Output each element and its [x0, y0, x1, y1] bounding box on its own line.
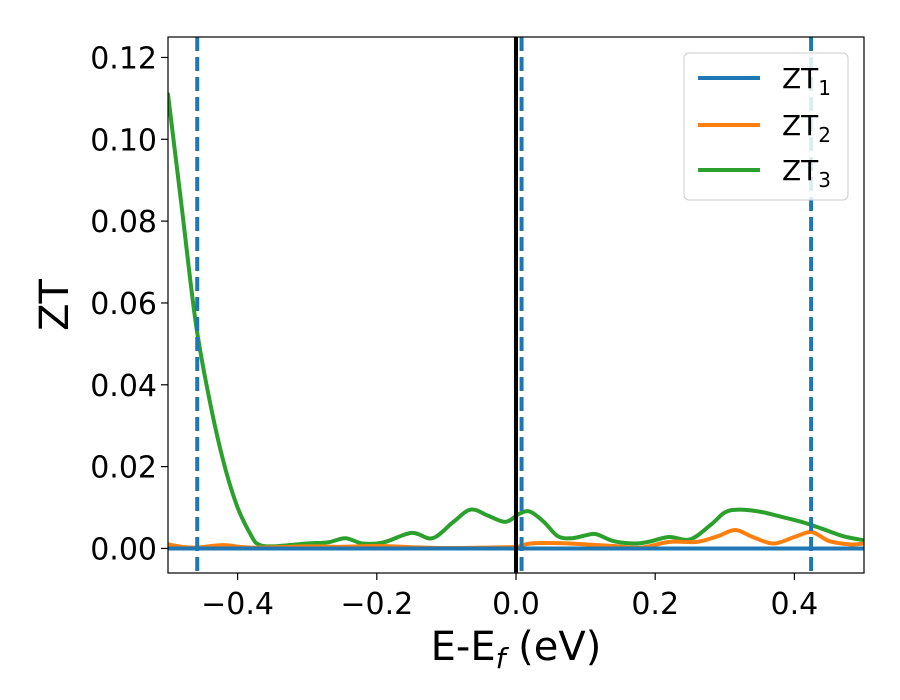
legend-label: ZT2	[782, 109, 831, 147]
x-axis-label: E-Ef (eV)	[431, 624, 602, 675]
y-tick-label: 0.08	[90, 205, 157, 240]
y-axis-ticks: 0.00 0.02 0.04 0.06 0.08 0.10 0.12	[90, 41, 168, 567]
x-tick-label: 0.2	[631, 587, 679, 622]
y-tick-label: 0.02	[90, 451, 157, 486]
x-axis-ticks: −0.4 −0.2 0.0 0.2 0.4	[201, 573, 818, 622]
legend-box	[683, 52, 849, 201]
legend-entry: ZT3	[698, 154, 831, 192]
x-tick-label: −0.2	[340, 587, 413, 622]
x-tick-label: 0.0	[492, 587, 540, 622]
y-tick-label: 0.10	[90, 123, 157, 158]
x-axis-label-unit: (eV)	[505, 624, 601, 670]
legend: ZT1 ZT2 ZT3	[683, 52, 849, 201]
legend-label: ZT1	[782, 62, 831, 100]
y-tick-label: 0.06	[90, 287, 157, 322]
x-tick-label: −0.4	[201, 587, 274, 622]
x-tick-label: 0.4	[771, 587, 819, 622]
x-axis-label-main: E-E	[431, 624, 496, 670]
y-tick-label: 0.04	[90, 369, 157, 404]
y-axis-label: ZT	[32, 279, 78, 331]
y-tick-label: 0.12	[90, 41, 157, 76]
legend-label: ZT3	[782, 154, 831, 192]
y-tick-label: 0.00	[90, 532, 157, 567]
legend-entry: ZT2	[698, 109, 831, 147]
legend-entry: ZT1	[698, 62, 831, 100]
